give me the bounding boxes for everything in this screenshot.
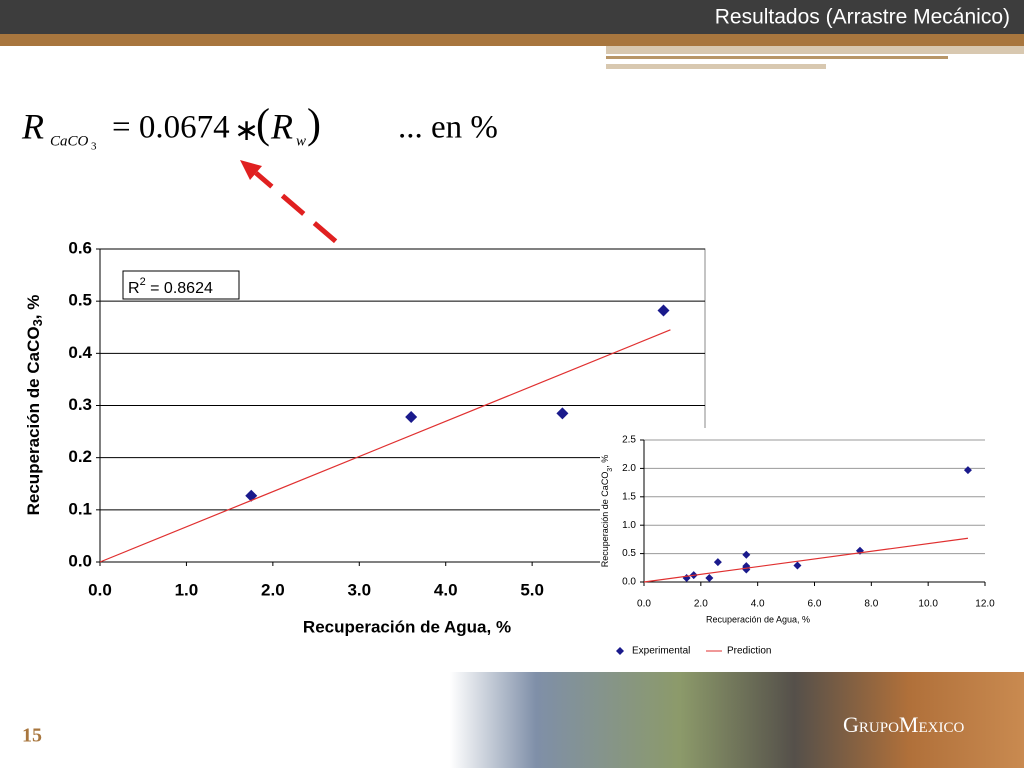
x-axis-label: Recuperación de Agua, %	[303, 617, 511, 636]
header-line	[606, 56, 948, 59]
data-point	[556, 407, 569, 420]
page-number: 15	[22, 725, 42, 747]
y-tick-label: 0.5	[68, 291, 92, 310]
y-tick-label: 0.0	[68, 551, 92, 570]
y-tick-label: 1.5	[622, 491, 636, 502]
y-tick-label: 2.0	[622, 463, 636, 474]
arrow-head	[240, 160, 262, 180]
header-line-2	[606, 64, 826, 69]
x-tick-label: 10.0	[918, 599, 938, 610]
x-tick-label: 8.0	[864, 599, 878, 610]
data-point	[405, 410, 418, 423]
y-label-rest: , %	[24, 295, 43, 320]
data-point	[793, 561, 802, 570]
y-axis-label: Recuperación de CaCO3, %	[600, 455, 613, 567]
x-tick-label: 2.0	[261, 580, 285, 599]
eq-units: ... en %	[398, 110, 498, 146]
legend-swatch	[616, 647, 624, 655]
y-tick-label: 0.5	[622, 548, 636, 559]
legend-label: Experimental	[632, 646, 690, 657]
eq-lhs: R	[21, 106, 44, 146]
header-bar	[0, 0, 1024, 34]
data-point	[963, 466, 972, 475]
trend-line	[643, 537, 969, 583]
eq-op: ∗	[234, 114, 259, 147]
x-tick-label: 1.0	[175, 580, 199, 599]
eq-rhs: = 0.0674	[112, 110, 230, 146]
header-stripe-2	[606, 46, 1024, 54]
eq-close: )	[307, 102, 321, 148]
x-tick-label: 3.0	[347, 580, 371, 599]
y-tick-label: 0.2	[68, 447, 92, 466]
data-point	[742, 550, 751, 559]
x-tick-label: 2.0	[694, 599, 708, 610]
y-label-rest: , %	[600, 455, 610, 468]
eq-var: R	[270, 106, 293, 146]
equation: R CaCO 3 = 0.0674 ∗ ( R w ) ... en %	[21, 102, 498, 153]
header-stripe	[0, 34, 1024, 46]
eq-open: (	[256, 102, 270, 148]
logo: GrupoMexico	[843, 712, 964, 737]
plot-area	[644, 440, 985, 582]
y-tick-label: 0.4	[68, 343, 92, 362]
annotation-base: R	[128, 280, 140, 297]
trend-line	[99, 329, 671, 563]
x-tick-label: 4.0	[434, 580, 458, 599]
annotation-sup: 2	[140, 276, 146, 288]
y-tick-label: 0.3	[68, 395, 92, 414]
data-point	[705, 574, 714, 583]
eq-var-sub: w	[296, 133, 306, 149]
x-tick-label: 0.0	[637, 599, 651, 610]
y-tick-label: 0.6	[68, 238, 92, 257]
y-axis-label: Recuperación de CaCO3, %	[24, 295, 45, 516]
y-tick-label: 0.0	[622, 577, 636, 588]
annotation: R2 = 0.8624	[128, 276, 213, 297]
data-point	[657, 304, 670, 317]
y-label-text: Recuperación de CaCO	[600, 472, 610, 568]
annotation-box	[122, 270, 240, 300]
annotation-rest: = 0.8624	[146, 280, 213, 297]
y-label-sub: 3	[30, 319, 45, 326]
legend-label: Prediction	[727, 646, 771, 657]
y-label-sub: 3	[607, 468, 614, 472]
footer-photos	[450, 672, 1024, 768]
x-tick-label: 6.0	[808, 599, 822, 610]
y-tick-label: 2.5	[622, 435, 636, 446]
x-tick-label: 4.0	[751, 599, 765, 610]
x-tick-label: 0.0	[88, 580, 112, 599]
x-tick-label: 12.0	[975, 599, 995, 610]
eq-lhs-sub: CaCO	[50, 133, 89, 149]
y-tick-label: 0.1	[68, 499, 92, 518]
data-point	[713, 558, 722, 567]
y-label-text: Recuperación de CaCO	[24, 326, 43, 515]
x-axis-label: Recuperación de Agua, %	[706, 614, 810, 624]
x-tick-label: 5.0	[520, 580, 544, 599]
y-tick-label: 1.0	[622, 520, 636, 531]
slide-title: Resultados (Arrastre Mecánico)	[715, 6, 1010, 29]
eq-lhs-sub2: 3	[91, 141, 97, 153]
